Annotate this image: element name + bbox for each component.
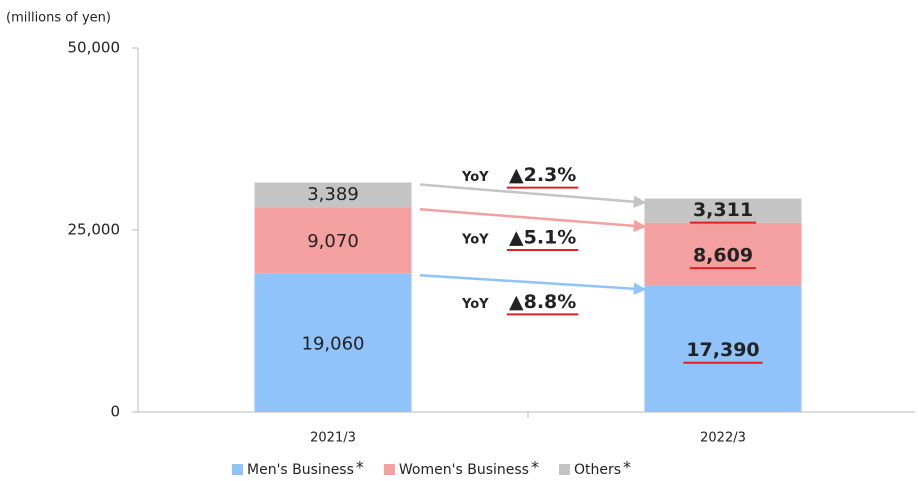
legend-swatch [558,464,570,475]
yoy-label: ▲8.8% [509,291,576,313]
value-label: 3,389 [307,184,359,205]
legend-label: Others [574,462,621,478]
y-axis-label: (millions of yen) [6,11,111,26]
legend-label: Women's Business [399,462,529,478]
x-tick-label: 2021/3 [310,431,356,446]
y-tick-label: 25,000 [68,221,121,239]
legend-label: Men's Business [247,462,354,478]
yoy-prefix: YoY [461,232,489,247]
yoy-arrow [419,273,647,295]
value-label: 19,060 [302,334,365,355]
legend-swatch [232,464,243,475]
bar-segment [644,285,802,412]
value-label: 3,311 [693,199,753,221]
yoy-label: ▲2.3% [509,164,576,186]
y-tick-label: 0 [110,403,120,421]
legend-swatch [383,464,395,475]
y-tick-label: 50,000 [68,39,121,57]
bar-segment [254,273,412,412]
legend-mark: * [623,458,631,477]
legend-mark: * [356,458,364,477]
yoy-arrow [419,207,647,233]
bar-segment [254,207,412,274]
value-label: 8,609 [693,245,753,267]
bar-segment [644,198,802,223]
legend-mark: * [531,458,539,477]
bar-segment [644,222,802,286]
value-label: 17,390 [686,339,759,361]
x-tick-label: 2022/3 [700,431,746,446]
yoy-prefix: YoY [461,297,489,312]
yoy-prefix: YoY [461,170,489,185]
yoy-arrow [419,183,647,208]
bar-segment [254,182,412,208]
yoy-label: ▲5.1% [509,226,576,248]
value-label: 9,070 [307,231,359,252]
